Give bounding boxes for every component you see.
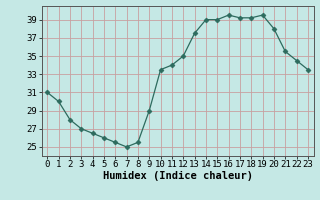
- X-axis label: Humidex (Indice chaleur): Humidex (Indice chaleur): [103, 171, 252, 181]
